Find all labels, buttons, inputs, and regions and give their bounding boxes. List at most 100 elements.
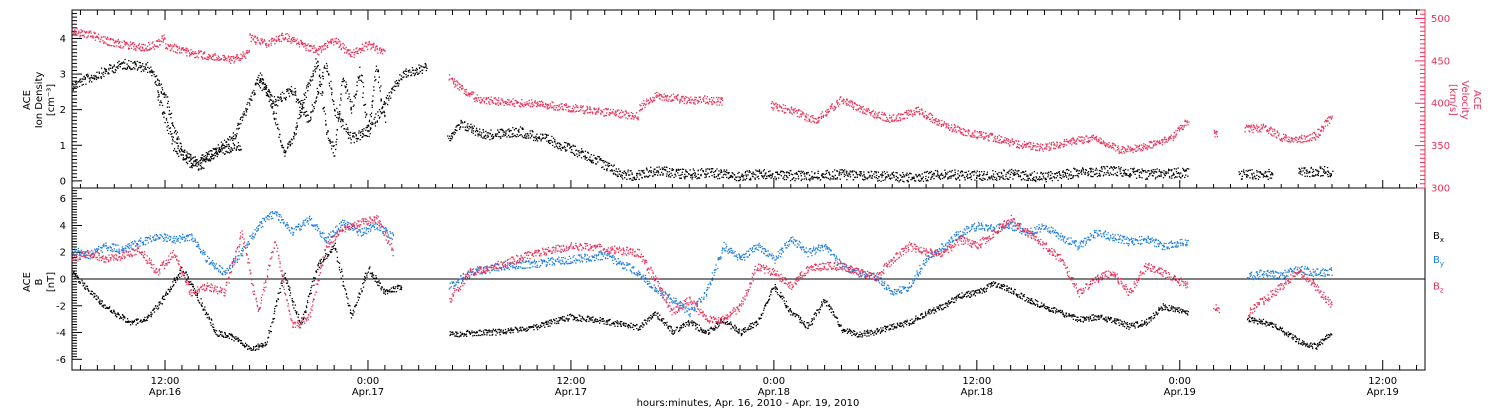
density-point: [200, 163, 201, 164]
density-point: [743, 175, 744, 176]
density-point: [370, 123, 371, 124]
velocity-point: [682, 101, 683, 102]
density-point: [1089, 168, 1090, 169]
velocity-point: [818, 121, 819, 122]
density-point: [314, 69, 315, 70]
velocity-point: [869, 110, 870, 111]
density-point: [636, 179, 637, 180]
density-point: [178, 136, 179, 137]
density-point: [422, 73, 423, 74]
density-point: [642, 171, 643, 172]
density-point: [661, 172, 662, 173]
density-point: [508, 128, 509, 129]
density-point: [758, 176, 759, 177]
velocity-point: [1068, 142, 1069, 143]
density-point: [1257, 171, 1258, 172]
velocity-point: [974, 135, 975, 136]
velocity-point: [344, 52, 345, 53]
density-point: [325, 68, 326, 69]
density-point: [869, 175, 870, 176]
density-point: [836, 178, 837, 179]
velocity-point: [564, 104, 565, 105]
density-point: [718, 170, 719, 171]
velocity-point: [570, 110, 571, 111]
density-point: [305, 92, 306, 93]
velocity-point: [874, 117, 875, 118]
velocity-point: [684, 100, 685, 101]
density-point: [732, 176, 733, 177]
density-point: [316, 96, 317, 97]
velocity-point: [524, 102, 525, 103]
density-point: [158, 100, 159, 101]
density-point: [883, 180, 884, 181]
velocity-point: [338, 41, 339, 42]
density-point: [488, 132, 489, 133]
velocity-point: [354, 52, 355, 53]
velocity-point: [813, 118, 814, 119]
velocity-point: [966, 130, 967, 131]
density-point: [1309, 176, 1310, 177]
velocity-point: [574, 107, 575, 108]
velocity-point: [1037, 146, 1038, 147]
density-point: [346, 131, 347, 132]
legend-entry: Bz: [1433, 282, 1444, 295]
density-point: [588, 152, 589, 153]
velocity-point: [135, 50, 136, 51]
density-point: [1088, 174, 1089, 175]
velocity-point: [840, 96, 841, 97]
density-point: [491, 136, 492, 137]
velocity-point: [113, 45, 114, 46]
velocity-point: [902, 118, 903, 119]
velocity-point: [832, 108, 833, 109]
density-point: [1331, 173, 1332, 174]
density-point: [158, 96, 159, 97]
velocity-point: [1048, 146, 1049, 147]
density-point: [970, 177, 971, 178]
density-point: [167, 107, 168, 108]
velocity-point: [360, 52, 361, 53]
velocity-point: [791, 108, 792, 109]
density-point: [166, 118, 167, 119]
velocity-point: [81, 29, 82, 30]
density-point: [384, 104, 385, 105]
density-point: [709, 176, 710, 177]
density-point: [171, 136, 172, 137]
velocity-point: [352, 52, 353, 53]
density-point: [510, 136, 511, 137]
density-point: [233, 136, 234, 137]
velocity-point: [829, 111, 830, 112]
density-point: [297, 125, 298, 126]
velocity-point: [566, 105, 567, 106]
density-point: [410, 72, 411, 73]
velocity-point: [720, 97, 721, 98]
density-point: [1137, 171, 1138, 172]
velocity-point: [718, 97, 719, 98]
velocity-point: [1012, 141, 1013, 142]
velocity-point: [76, 31, 77, 32]
density-point: [583, 152, 584, 153]
density-point: [354, 142, 355, 143]
density-point: [657, 171, 658, 172]
density-point: [520, 126, 521, 127]
density-point: [668, 176, 669, 177]
density-point: [327, 71, 328, 72]
velocity-point: [1037, 150, 1038, 151]
density-point: [351, 108, 352, 109]
density-point: [533, 140, 534, 141]
velocity-point: [89, 31, 90, 32]
density-point: [283, 147, 284, 148]
density-point: [1148, 170, 1149, 171]
velocity-point: [799, 110, 800, 111]
density-point: [217, 154, 218, 155]
velocity-point: [860, 108, 861, 109]
density-point: [260, 78, 261, 79]
velocity-point: [1051, 142, 1052, 143]
velocity-point: [602, 112, 603, 113]
density-point: [794, 180, 795, 181]
density-point: [695, 173, 696, 174]
density-point: [630, 170, 631, 171]
velocity-point: [641, 109, 642, 110]
density-point: [806, 179, 807, 180]
density-point: [554, 147, 555, 148]
velocity-point: [449, 74, 450, 75]
